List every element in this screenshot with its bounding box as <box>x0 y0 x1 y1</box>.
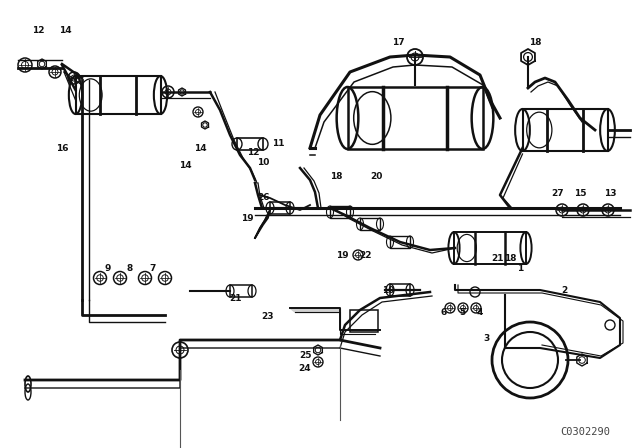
Text: 12: 12 <box>247 147 259 156</box>
Bar <box>360 218 380 230</box>
Text: 3: 3 <box>483 333 489 343</box>
Text: 12: 12 <box>32 26 44 34</box>
Text: 27: 27 <box>552 189 564 198</box>
Text: 7: 7 <box>150 263 156 272</box>
Text: 24: 24 <box>299 363 311 372</box>
Bar <box>237 138 263 150</box>
Bar <box>76 76 161 114</box>
Text: 26: 26 <box>258 193 270 202</box>
Bar <box>350 310 378 332</box>
Text: 14: 14 <box>59 26 71 34</box>
Text: 16: 16 <box>56 143 68 152</box>
Text: 21: 21 <box>228 293 241 302</box>
Text: 21: 21 <box>491 254 503 263</box>
Text: 13: 13 <box>604 189 616 198</box>
Text: 17: 17 <box>392 38 404 47</box>
Bar <box>230 285 252 297</box>
Text: 25: 25 <box>299 350 311 359</box>
Text: 18: 18 <box>504 254 516 263</box>
Text: 14: 14 <box>179 160 191 169</box>
Text: 4: 4 <box>477 307 483 316</box>
Polygon shape <box>256 210 270 238</box>
Text: 1: 1 <box>517 263 523 272</box>
Text: 18: 18 <box>529 38 541 47</box>
Text: 19: 19 <box>336 250 348 259</box>
Text: 14: 14 <box>194 143 206 152</box>
Text: 19: 19 <box>241 214 253 223</box>
Text: 8: 8 <box>127 263 133 272</box>
Text: 6: 6 <box>441 307 447 316</box>
Text: 5: 5 <box>459 307 465 316</box>
Text: 23: 23 <box>262 311 275 320</box>
Text: C0302290: C0302290 <box>560 427 610 437</box>
Text: 10: 10 <box>257 158 269 167</box>
Text: 10: 10 <box>382 285 394 294</box>
Bar <box>270 202 290 214</box>
Text: 20: 20 <box>370 172 382 181</box>
Text: 11: 11 <box>272 138 284 147</box>
Text: 22: 22 <box>359 250 371 259</box>
Bar <box>454 232 526 264</box>
Bar <box>348 87 483 149</box>
Bar <box>390 284 410 296</box>
Bar <box>390 236 410 248</box>
Text: 15: 15 <box>573 189 586 198</box>
Bar <box>522 109 607 151</box>
Text: 2: 2 <box>561 285 567 294</box>
Text: 18: 18 <box>330 172 342 181</box>
Bar <box>330 206 350 218</box>
Text: 9: 9 <box>105 263 111 272</box>
Polygon shape <box>290 308 340 312</box>
